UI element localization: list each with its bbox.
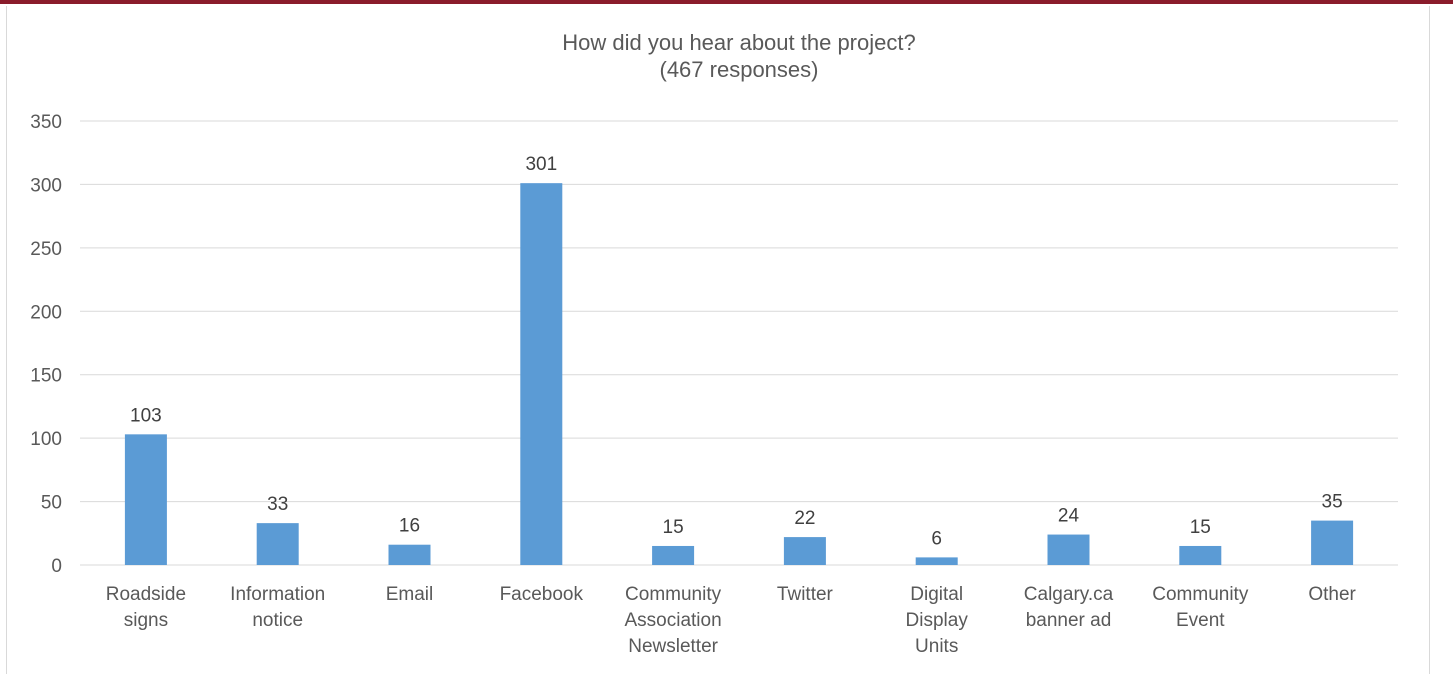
data-label-7: 24 (1058, 506, 1080, 527)
chart-title: How did you hear about the project?(467 … (562, 30, 915, 82)
data-label-5: 22 (794, 508, 815, 529)
data-labels: 103 33 16 301 15 22 6 24 15 35 (130, 154, 1343, 549)
data-label-9: 35 (1322, 492, 1343, 513)
x-tick-label-0-line-1: Roadside (106, 584, 186, 605)
right-margin (1432, 4, 1453, 674)
data-label-0: 103 (130, 405, 162, 426)
x-tick-label-4: Community Association Newsletter (625, 584, 722, 657)
x-tick-label-8-line-1: Community (1152, 584, 1249, 605)
y-tick-label-250: 250 (30, 239, 62, 260)
bar-5 (783, 537, 826, 565)
data-label-2: 16 (399, 516, 420, 537)
y-tick-label-300: 300 (30, 175, 62, 196)
x-tick-label-8: Community Event (1152, 584, 1249, 631)
bar-3 (520, 183, 563, 565)
bar-4 (652, 545, 695, 565)
x-tick-label-6-line-1: Digital (910, 584, 963, 605)
x-tick-label-7-line-1: Calgary.ca (1024, 584, 1114, 605)
gridlines (80, 120, 1398, 566)
x-tick-label-4-line-1: Community (625, 584, 722, 605)
bar-1 (256, 523, 299, 565)
x-tick-label-4-line-3: Newsletter (628, 636, 718, 657)
chart-title-line-1: How did you hear about the project? (562, 30, 915, 55)
x-tick-label-2: Email (386, 584, 434, 605)
x-axis-ticks: Roadside signs Information notice Email Faceb… (106, 584, 1357, 657)
x-tick-label-9: Other (1308, 584, 1356, 605)
bar-8 (1179, 545, 1222, 565)
top-accent-bar (0, 0, 1453, 4)
x-tick-label-6-line-2: Display (906, 610, 969, 631)
y-tick-label-350: 350 (30, 112, 62, 133)
data-label-3: 301 (525, 154, 557, 175)
y-tick-label-200: 200 (30, 302, 62, 323)
x-tick-label-0: Roadside signs (106, 584, 186, 631)
x-tick-label-1-line-2: notice (252, 610, 303, 631)
x-tick-label-4-line-2: Association (625, 610, 722, 631)
data-label-6: 6 (931, 528, 942, 549)
x-tick-label-3-line-1: Facebook (500, 584, 584, 605)
bar-6 (915, 557, 958, 565)
bar-9 (1311, 520, 1354, 565)
x-tick-label-3: Facebook (500, 584, 584, 605)
x-tick-label-2-line-1: Email (386, 584, 434, 605)
x-tick-label-5: Twitter (777, 584, 834, 605)
y-tick-label-0: 0 (51, 556, 62, 577)
x-tick-label-1: Information notice (230, 584, 325, 631)
x-tick-label-5-line-1: Twitter (777, 584, 834, 605)
x-tick-label-7: Calgary.ca banner ad (1024, 584, 1114, 631)
y-tick-label-50: 50 (41, 493, 62, 514)
x-tick-label-6: Digital Display Units (906, 584, 969, 657)
bar-7 (1047, 534, 1090, 565)
x-tick-label-9-line-1: Other (1308, 584, 1356, 605)
x-tick-label-8-line-2: Event (1176, 610, 1225, 631)
bar-2 (388, 544, 431, 565)
data-label-1: 33 (267, 494, 288, 515)
y-tick-label-100: 100 (30, 429, 62, 450)
x-tick-label-0-line-2: signs (124, 610, 168, 631)
data-label-8: 15 (1190, 517, 1211, 538)
bars (124, 183, 1354, 565)
x-tick-label-7-line-2: banner ad (1026, 610, 1112, 631)
y-axis-ticks: 0 50 100 150 200 250 300 350 (30, 112, 62, 577)
x-tick-label-6-line-3: Units (915, 636, 958, 657)
y-tick-label-150: 150 (30, 366, 62, 387)
bar-0 (124, 434, 167, 565)
data-label-4: 15 (663, 517, 684, 538)
chart-title-line-2: (467 responses) (660, 57, 819, 82)
x-tick-label-1-line-1: Information (230, 584, 325, 605)
